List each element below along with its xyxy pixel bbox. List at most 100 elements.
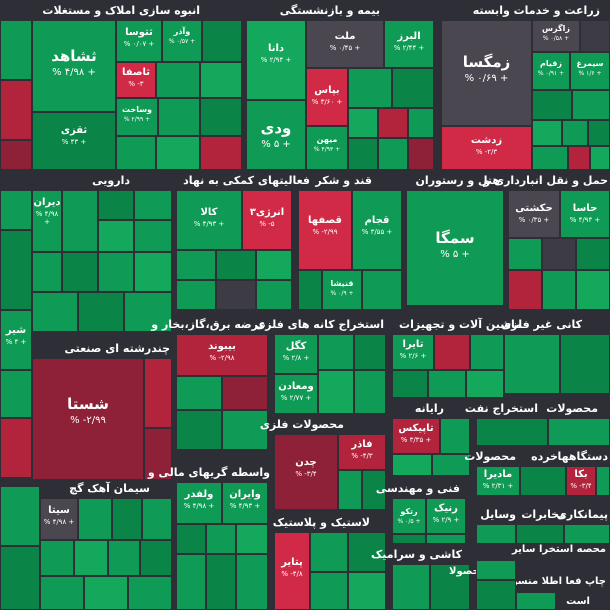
tile-en-a[interactable] xyxy=(392,534,426,544)
tile-left-e[interactable] xyxy=(0,230,32,310)
tile-ce-b[interactable] xyxy=(112,498,142,540)
tile-ma-c[interactable] xyxy=(392,370,428,398)
tile-left-c[interactable] xyxy=(0,140,32,170)
tile-re-e[interactable] xyxy=(200,98,242,136)
tile-ma-e[interactable] xyxy=(466,370,504,398)
tile-en-b[interactable] xyxy=(426,534,466,544)
tile-rt-a[interactable] xyxy=(520,466,566,496)
tile-nm-b[interactable] xyxy=(560,334,610,394)
tile-shahed[interactable]: ثشاهد% ۴/۹۸ + xyxy=(32,20,116,112)
tile-chadon[interactable]: چدن% -۳/۴ xyxy=(274,434,338,510)
tile-dv-a[interactable] xyxy=(596,466,610,496)
tile-pr-a[interactable] xyxy=(548,418,610,446)
tile-ph-a[interactable] xyxy=(62,190,98,252)
tile-ph-e[interactable] xyxy=(134,220,172,252)
tile-ph-i[interactable] xyxy=(134,252,172,292)
tile-fi-b[interactable] xyxy=(206,524,236,554)
tile-zamgsa[interactable]: زمگسا% ۰/۶۹ + xyxy=(441,20,532,126)
tile-mo-d[interactable] xyxy=(354,370,386,414)
tile-ins-a[interactable] xyxy=(348,68,392,108)
tile-ph-f[interactable] xyxy=(32,252,62,292)
tile-ph-c[interactable] xyxy=(134,190,172,220)
tile-cp-c[interactable] xyxy=(432,454,470,476)
tile-taira[interactable]: تایرا% ۲/۶ + xyxy=(392,334,434,370)
tile-left-h[interactable] xyxy=(0,486,40,546)
tile-ins-b[interactable] xyxy=(392,68,434,108)
tile-fi-e[interactable] xyxy=(206,554,236,610)
tile-left-i[interactable] xyxy=(0,546,40,610)
tile-cp-a[interactable] xyxy=(440,418,470,454)
tile-ce-i[interactable] xyxy=(84,576,128,610)
tile-simorgh[interactable]: سیمرغ% ۱/۶ + xyxy=(570,52,610,90)
tile-agri-c[interactable] xyxy=(572,90,610,120)
tile-left-g[interactable] xyxy=(0,418,32,478)
tile-moaden[interactable]: ومعادن% ۲/۷۷ + xyxy=(274,374,318,414)
tile-tr-d[interactable] xyxy=(508,270,542,310)
tile-mellat[interactable]: ملت% ۰/۴۵ + xyxy=(306,20,384,68)
tile-tr-f[interactable] xyxy=(576,270,610,310)
tile-sp-d[interactable] xyxy=(176,280,216,310)
tile-hkeshti[interactable]: حکشتی% ۰/۳۵ + xyxy=(508,190,560,238)
tile-su-b[interactable] xyxy=(362,270,402,310)
tile-bakaa[interactable]: بکا% -۳/۴ xyxy=(566,466,596,496)
tile-pr-b[interactable] xyxy=(476,418,548,446)
tile-ghesfaha[interactable]: قصفها% -۲/۹۹ xyxy=(298,190,352,270)
tile-zagros[interactable]: زاگرس% ۰/۵۸ + xyxy=(532,20,580,52)
tile-agri-g[interactable] xyxy=(532,146,568,170)
tile-re-a[interactable] xyxy=(202,20,242,62)
tile-ptayr[interactable]: پتایر% -۴/۸ xyxy=(274,532,310,610)
tile-diran[interactable]: دیران% ۴/۹۸ + xyxy=(32,190,62,252)
tile-ma-d[interactable] xyxy=(428,370,466,398)
tile-sp-f[interactable] xyxy=(256,280,292,310)
tile-ce-j[interactable] xyxy=(128,576,172,610)
tile-ph-g[interactable] xyxy=(62,252,98,292)
tile-mo-a[interactable] xyxy=(318,334,354,370)
tile-ke-b[interactable] xyxy=(430,564,470,610)
tile-left-d[interactable] xyxy=(0,190,32,230)
tile-ins-c[interactable] xyxy=(348,108,378,138)
tile-ma-a[interactable] xyxy=(434,334,470,370)
tile-zashat[interactable]: زدشت% -۲/۳ xyxy=(441,126,532,170)
tile-su-a[interactable] xyxy=(298,270,322,310)
tile-fi-f[interactable] xyxy=(236,554,268,610)
tile-re-f[interactable] xyxy=(116,136,156,170)
tile-br-a[interactable] xyxy=(476,560,516,580)
tile-agri-b[interactable] xyxy=(532,90,572,120)
tile-ru-b[interactable] xyxy=(348,532,386,572)
tile-ce-g[interactable] xyxy=(140,540,172,576)
tile-vairan[interactable]: وایران% ۴/۹۳ + xyxy=(222,482,268,524)
tile-asfa[interactable]: ثاصفا% -۳ xyxy=(116,62,156,98)
tile-toosa[interactable]: ثتوسا% ۰/۰۷ + xyxy=(116,20,162,62)
tile-sp-b[interactable] xyxy=(216,250,256,280)
tile-tr-e[interactable] xyxy=(542,270,576,310)
tile-vadi[interactable]: ودی% ۵ + xyxy=(246,100,306,170)
tile-ru-c[interactable] xyxy=(310,572,348,610)
tile-ph-d[interactable] xyxy=(98,220,134,252)
tile-re-d[interactable] xyxy=(158,98,200,136)
tile-kegol[interactable]: کگل% ۲/۸ + xyxy=(274,334,318,374)
tile-rakio[interactable]: رتکو% ۰/۵ + xyxy=(392,498,426,534)
tile-re-c[interactable] xyxy=(200,62,242,98)
tile-valfadr[interactable]: ولفدر% ۴/۹۸ + xyxy=(176,482,222,524)
tile-agri-d[interactable] xyxy=(532,120,562,146)
tile-zeqiam[interactable]: زقیام% ۰/۹۱ + xyxy=(532,52,570,90)
tile-ve-a[interactable] xyxy=(476,524,516,544)
tile-ph-j[interactable] xyxy=(32,292,78,332)
tile-ins-f[interactable] xyxy=(348,138,378,170)
tile-tapikosh[interactable]: تاپیکس% ۳/۳۵ + xyxy=(392,418,440,454)
tile-mp-b[interactable] xyxy=(362,470,386,510)
tile-ph-k[interactable] xyxy=(78,292,124,332)
tile-mi-a[interactable] xyxy=(144,358,172,428)
tile-sp-c[interactable] xyxy=(256,250,292,280)
tile-ph-b[interactable] xyxy=(98,190,134,220)
tile-agri-f[interactable] xyxy=(588,120,610,146)
tile-pw-c[interactable] xyxy=(176,410,222,450)
tile-fi-a[interactable] xyxy=(176,524,206,554)
tile-mo-c[interactable] xyxy=(318,370,354,414)
tile-left-f[interactable] xyxy=(0,370,32,418)
tile-dana[interactable]: دانا% ۲/۹۴ + xyxy=(246,20,306,100)
tile-sp-a[interactable] xyxy=(176,250,216,280)
tile-mihan[interactable]: میهن% ۴/۹۳ + xyxy=(306,126,348,170)
tile-re-g[interactable] xyxy=(156,136,200,170)
tile-agri-a[interactable] xyxy=(580,20,610,52)
